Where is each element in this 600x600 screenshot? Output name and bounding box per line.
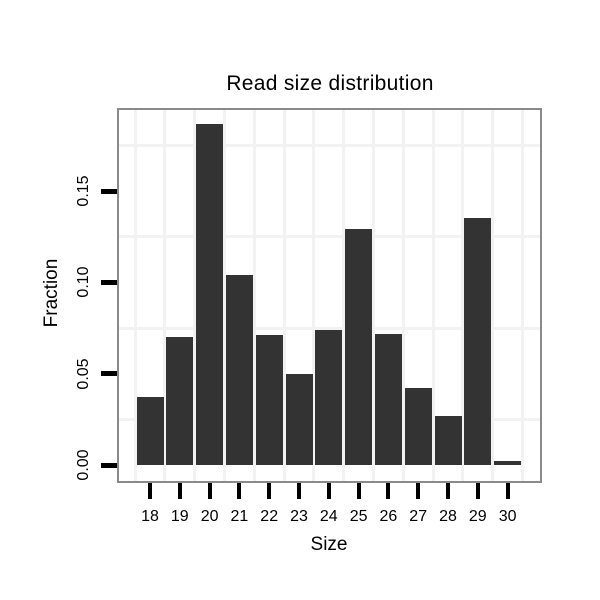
x-axis-tick: [148, 483, 152, 499]
x-axis-tick: [297, 483, 301, 499]
x-axis-tick: [267, 483, 272, 499]
x-axis-tick: [207, 483, 212, 499]
gridline-minor-vertical: [491, 110, 495, 481]
x-axis-tick: [416, 483, 421, 499]
y-tick-label: 0.15: [75, 175, 92, 207]
bar-18: [136, 397, 164, 465]
x-axis-tick: [237, 483, 242, 499]
x-axis-tick: [446, 483, 450, 499]
x-tick-label: 26: [379, 508, 398, 525]
x-tick-label: 28: [439, 508, 457, 525]
gridline-minor-horizontal: [119, 143, 540, 147]
y-axis-tick: [101, 279, 117, 285]
y-tick-label: 0.05: [75, 358, 92, 390]
x-tick-label: 27: [409, 508, 428, 525]
gridline-minor-vertical: [193, 110, 197, 481]
x-tick-label: 29: [468, 508, 487, 525]
plot-area: [119, 110, 540, 481]
x-tick-label: 24: [319, 508, 338, 525]
x-axis-tick: [177, 483, 182, 499]
x-axis-label: Size: [310, 534, 348, 555]
bar-20: [196, 124, 224, 465]
y-axis-label: Fraction: [41, 258, 62, 328]
bar-22: [255, 335, 283, 465]
bar-29: [464, 218, 492, 465]
gridline-minor-vertical: [133, 110, 137, 481]
gridline-minor-vertical: [521, 110, 524, 481]
y-tick-label: 0.00: [75, 449, 92, 481]
gridline-minor-vertical: [223, 110, 226, 481]
bar-28: [434, 416, 462, 465]
bar-24: [315, 330, 343, 465]
gridline-minor-horizontal: [119, 235, 540, 239]
y-tick-label: 0.10: [75, 266, 92, 298]
y-axis-tick: [101, 371, 117, 377]
x-tick-label: 22: [260, 508, 279, 525]
x-axis-tick: [386, 483, 391, 499]
gridline-minor-vertical: [401, 110, 405, 481]
x-axis-tick: [356, 483, 361, 499]
y-axis-tick: [101, 462, 117, 468]
x-axis-tick: [475, 483, 480, 499]
bar-19: [166, 337, 194, 465]
x-tick-label: 18: [141, 508, 159, 525]
chart-title: Read size distribution: [226, 72, 434, 95]
x-axis-tick: [505, 483, 510, 499]
x-tick-label: 30: [498, 508, 517, 525]
gridline-minor-vertical: [461, 110, 465, 481]
gridline-minor-vertical: [312, 110, 316, 481]
bar-25: [345, 229, 373, 465]
y-axis-tick: [101, 188, 117, 194]
x-tick-label: 25: [349, 508, 368, 525]
x-tick-label: 19: [170, 508, 189, 525]
gridline-minor-vertical: [431, 110, 435, 481]
gridline-minor-vertical: [372, 110, 375, 481]
gridline-minor-vertical: [163, 110, 167, 481]
bar-27: [404, 388, 432, 465]
x-axis-tick: [326, 483, 331, 499]
gridline-minor-vertical: [282, 110, 286, 481]
x-tick-label: 23: [290, 508, 308, 525]
gridline-minor-vertical: [342, 110, 346, 481]
bar-23: [285, 374, 313, 465]
gridline-minor-horizontal: [119, 326, 540, 330]
bar-30: [494, 461, 522, 465]
bar-26: [374, 334, 402, 465]
bar-21: [225, 275, 253, 465]
gridline-minor-vertical: [252, 110, 256, 481]
x-tick-label: 21: [230, 508, 249, 525]
x-tick-label: 20: [200, 508, 219, 525]
